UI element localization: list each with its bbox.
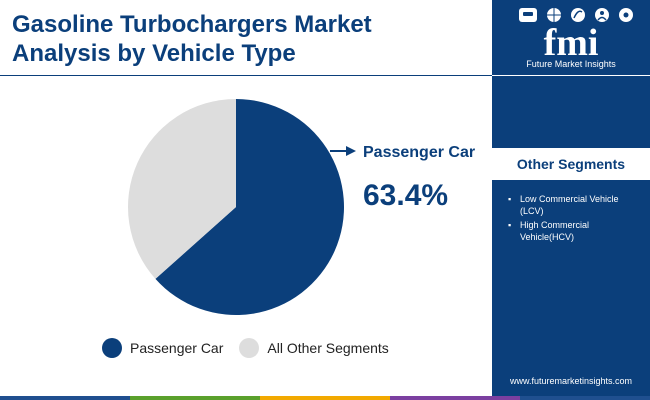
pie-slices [128,99,344,316]
bottom-bar-segment [520,396,650,400]
logo-subtitle: Future Market Insights [526,59,616,69]
title-divider [0,75,492,76]
segment-item-hcv: High Commercial Vehicle(HCV) [508,219,638,243]
sidebar: fmi Future Market Insights Other Segment… [492,0,650,400]
fmi-logo: fmi [519,8,633,64]
bottom-bar-segment [390,396,520,400]
callout-arrow-head [346,146,356,156]
pie-chart: Passenger Car 63.4% [128,99,475,316]
person-icon [595,8,609,22]
legend-item-other-segments: All Other Segments [239,338,389,358]
legend-item-passenger-car: Passenger Car [102,338,223,358]
title-line-1: Gasoline Turbochargers Market [12,11,372,38]
legend-label-other-segments: All Other Segments [267,340,389,356]
other-segments-list: Low Commercial Vehicle (LCV) High Commer… [508,193,638,245]
gear-icon [619,8,633,22]
other-segments-header: Other Segments [492,148,650,180]
logo-wordmark: fmi [544,22,599,64]
title-line-2: Analysis by Vehicle Type [12,40,296,67]
legend-swatch-other-segments [239,338,260,358]
car-icon [519,8,537,22]
bottom-bar-segment [260,396,390,400]
chart-legend: Passenger Car All Other Segments [102,338,389,358]
callout-value: 63.4% [363,179,448,212]
website-url[interactable]: www.futuremarketinsights.com [509,376,633,386]
bottom-bar-segment [0,396,130,400]
sidebar-divider [492,75,650,76]
pie-slice-all-other-segments [128,99,236,279]
legend-swatch-passenger-car [102,338,122,358]
segment-item-lcv: Low Commercial Vehicle (LCV) [508,193,638,217]
bottom-bar-segment [130,396,260,400]
other-segments-title: Other Segments [516,156,626,172]
bottom-color-bar [0,396,650,400]
globe-icon [547,8,561,22]
legend-label-passenger-car: Passenger Car [130,340,224,356]
chart-title: Gasoline Turbochargers Market Analysis b… [12,10,482,68]
callout-label: Passenger Car [363,144,475,161]
leaf-icon [571,8,585,22]
pie-slice-passenger-car [155,99,344,316]
